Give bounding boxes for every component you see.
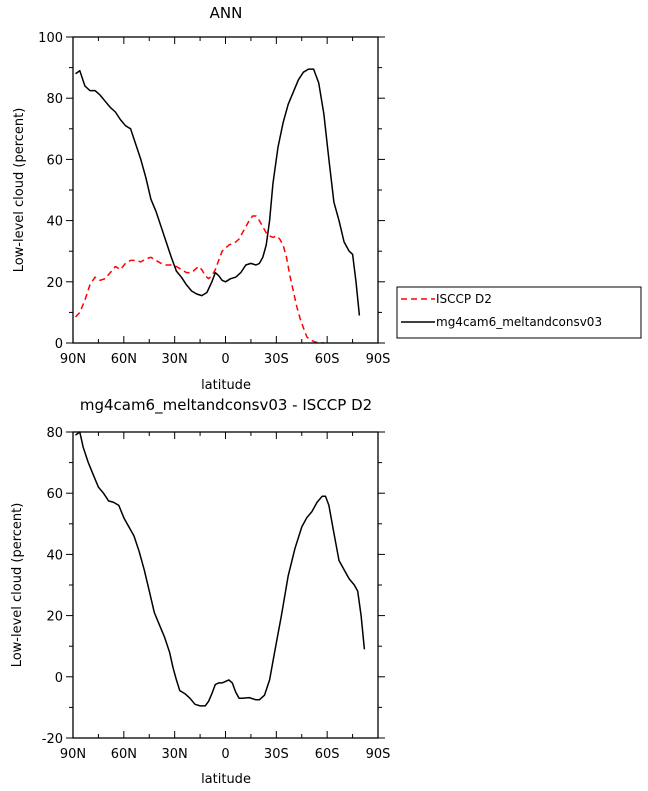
series-line-0 bbox=[75, 431, 366, 707]
x-tick-label: 90N bbox=[60, 747, 86, 762]
x-tick-label: 30N bbox=[162, 747, 188, 762]
y-tick-label: -20 bbox=[42, 732, 63, 747]
tick-group: 90N 60N 30N 0 30S 60S 90S 0 20 40 60 80 100 bbox=[38, 31, 390, 367]
chart-title: mg4cam6_meltandconsv03 - ISCCP D2 bbox=[80, 396, 372, 415]
x-tick-label: 30N bbox=[162, 352, 188, 367]
x-axis-label: latitude bbox=[201, 378, 251, 393]
tick-group: 90N 60N 30N 0 30S 60S 90S -20 0 20 40 60 80 bbox=[42, 426, 391, 762]
x-tick-label: 60N bbox=[111, 352, 137, 367]
y-tick-label: 100 bbox=[38, 31, 63, 46]
y-tick-label: 0 bbox=[55, 337, 63, 352]
x-tick-label: 60N bbox=[111, 747, 137, 762]
y-tick-label: 60 bbox=[46, 487, 63, 502]
y-tick-label: 80 bbox=[46, 426, 63, 441]
legend-box bbox=[396, 286, 642, 339]
y-tick-label: 20 bbox=[46, 610, 63, 625]
plot-frame bbox=[72, 431, 379, 739]
y-tick-label: 80 bbox=[46, 92, 63, 107]
plot-frame bbox=[72, 36, 379, 344]
x-axis-label: latitude bbox=[201, 772, 251, 787]
legend: ISCCP D2 mg4cam6_meltandconsv03 bbox=[396, 286, 642, 339]
y-tick-label: 60 bbox=[46, 153, 63, 168]
x-tick-label: 60S bbox=[315, 747, 340, 762]
x-tick-label: 30S bbox=[264, 747, 289, 762]
panel-annual-low-cloud: ANN 90N 60N 30N 0 30S 60S 90S 0 20 40 60 80 100 lati… bbox=[12, 4, 390, 393]
panel-difference: mg4cam6_meltandconsv03 - ISCCP D2 90N 60N… bbox=[10, 396, 390, 787]
y-axis-label: Low-level cloud (percent) bbox=[12, 108, 27, 273]
y-tick-label: 20 bbox=[46, 276, 63, 291]
x-tick-label: 90N bbox=[60, 352, 86, 367]
legend-label-isccp: ISCCP D2 bbox=[436, 292, 492, 306]
x-tick-label: 90S bbox=[366, 747, 391, 762]
y-axis-label: Low-level cloud (percent) bbox=[10, 503, 25, 668]
legend-label-model: mg4cam6_meltandconsv03 bbox=[436, 315, 602, 329]
chart-title: ANN bbox=[210, 4, 243, 22]
x-tick-label: 0 bbox=[221, 747, 229, 762]
series-group bbox=[74, 68, 361, 344]
x-tick-label: 30S bbox=[264, 352, 289, 367]
x-tick-label: 90S bbox=[366, 352, 391, 367]
series-line-1 bbox=[75, 68, 361, 316]
series-line-0 bbox=[74, 215, 324, 344]
y-tick-label: 40 bbox=[46, 215, 63, 230]
series-group bbox=[75, 431, 366, 707]
y-tick-label: 0 bbox=[55, 671, 63, 686]
x-tick-label: 0 bbox=[221, 352, 229, 367]
y-tick-label: 40 bbox=[46, 548, 63, 563]
x-tick-label: 60S bbox=[315, 352, 340, 367]
